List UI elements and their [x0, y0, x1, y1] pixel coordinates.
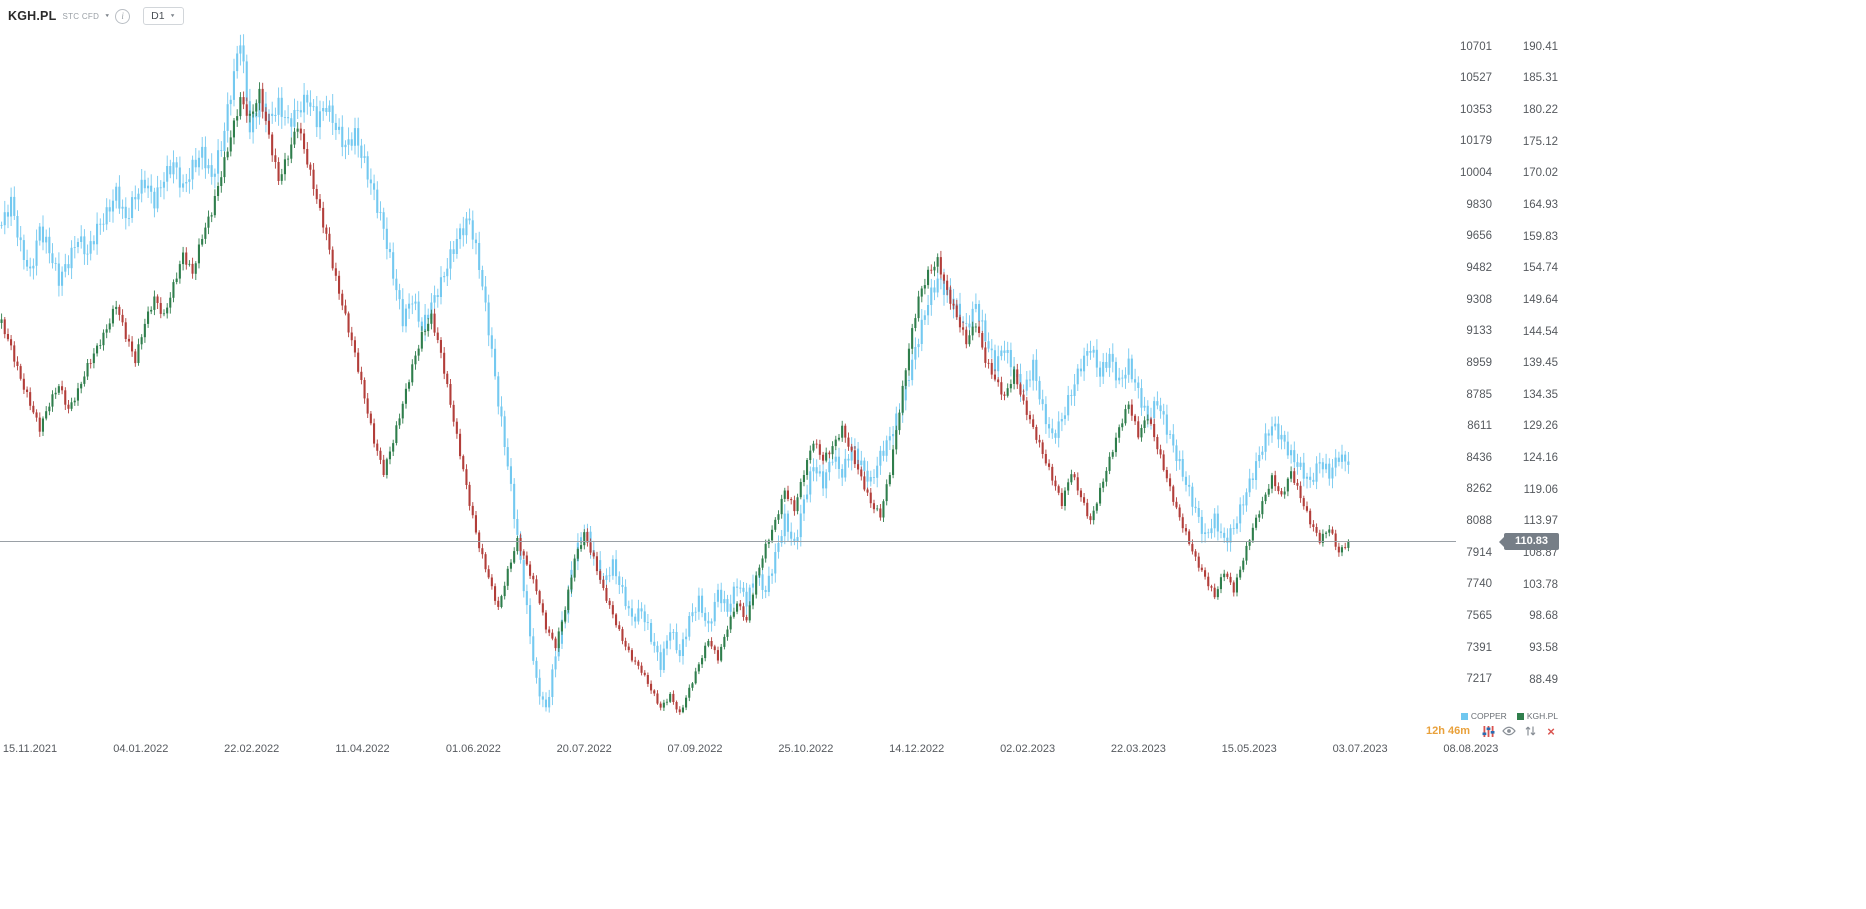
date-axis-tick: 08.08.2023: [1443, 743, 1499, 755]
date-axis-tick: 07.09.2022: [667, 743, 723, 755]
timeframe-caret: ▼: [169, 13, 176, 19]
copper-axis-tick: 10353: [1460, 103, 1492, 116]
date-axis-tick: 01.06.2022: [445, 743, 501, 755]
copper-axis-tick: 9830: [1466, 198, 1492, 211]
date-axis-tick: 15.11.2021: [2, 743, 58, 755]
copper-axis-tick: 10701: [1460, 40, 1492, 53]
date-axis-tick: 11.04.2022: [335, 743, 390, 755]
candles-chart[interactable]: [0, 0, 1456, 740]
kghpl-axis-tick: 124.16: [1522, 452, 1558, 465]
kghpl-axis-tick: 185.31: [1522, 72, 1558, 85]
copper-axis-tick: 9482: [1466, 261, 1492, 274]
kghpl-legend-label: KGH.PL: [1526, 711, 1558, 721]
symbol-dropdown-caret[interactable]: ▼: [104, 13, 111, 19]
copper-axis-tick: 7565: [1466, 610, 1492, 622]
timeframe-value: D1: [151, 10, 165, 22]
kghpl-axis-tick: 113.97: [1523, 515, 1558, 528]
kghpl-axis-tick: 175.12: [1522, 135, 1558, 148]
date-axis-tick: 15.05.2023: [1221, 743, 1277, 755]
current-price-badge: 110.83: [1499, 532, 1559, 550]
kghpl-axis-tick: 144.54: [1522, 325, 1558, 338]
copper-price-axis[interactable]: 10701 10527 10353 10179 10004 9830 9656 9482 930…: [1456, 0, 1494, 740]
date-axis-tick: 14.12.2022: [889, 743, 945, 755]
date-axis-tick: 20.07.2022: [556, 743, 612, 755]
info-icon[interactable]: i: [115, 8, 131, 24]
sort-arrows-icon[interactable]: [1523, 724, 1537, 738]
kghpl-axis-tick: 159.83: [1522, 230, 1558, 243]
copper-axis-tick: 7217: [1466, 673, 1492, 686]
copper-axis-tick: 10527: [1460, 72, 1492, 85]
kghpl-axis-tick: 180.22: [1522, 103, 1558, 116]
legend-copper[interactable]: COPPER: [1460, 711, 1507, 721]
copper-legend-label: COPPER: [1470, 711, 1507, 721]
sliders-icon[interactable]: [1481, 724, 1495, 738]
copper-axis-tick: 7914: [1466, 546, 1492, 559]
copper-axis-tick: 9133: [1466, 325, 1492, 338]
kghpl-axis-tick: 170.02: [1522, 167, 1558, 180]
copper-axis-tick: 8262: [1466, 483, 1492, 496]
current-price-line[interactable]: [0, 541, 1456, 543]
chart-tools: 12h 46m ×: [1360, 724, 1558, 738]
kghpl-axis-tick: 119.06: [1523, 483, 1558, 496]
symbol-name[interactable]: KGH.PL: [8, 9, 57, 23]
close-icon[interactable]: ×: [1547, 723, 1555, 739]
copper-legend-swatch: [1460, 713, 1468, 720]
copper-axis-tick: 8785: [1466, 388, 1492, 401]
date-axis-tick: 22.02.2022: [224, 743, 280, 755]
kghpl-axis-tick: 139.45: [1522, 357, 1558, 370]
eye-icon[interactable]: [1502, 724, 1516, 738]
date-axis-tick: 03.07.2023: [1332, 743, 1388, 755]
kghpl-axis-tick: 164.93: [1522, 198, 1558, 211]
kghpl-axis-tick: 108.87: [1522, 547, 1558, 560]
copper-axis-tick: 9308: [1466, 293, 1492, 306]
kghpl-axis-tick: 149.64: [1522, 293, 1558, 306]
kghpl-axis-tick: 129.26: [1522, 420, 1558, 433]
copper-axis-tick: 8611: [1467, 420, 1492, 433]
kghpl-axis-tick: 154.74: [1522, 262, 1558, 275]
date-axis-tick: 22.03.2023: [1110, 743, 1166, 755]
copper-axis-tick: 8959: [1466, 356, 1492, 369]
copper-axis-tick: 9656: [1466, 230, 1492, 243]
kghpl-axis-tick: 134.35: [1522, 388, 1558, 401]
copper-axis-tick: 8088: [1466, 515, 1492, 527]
date-axis[interactable]: 15.11.2021 04.01.2022 22.02.2022 11.04.2022…: [0, 740, 1560, 760]
kghpl-axis-tick: 190.41: [1522, 40, 1558, 53]
kghpl-axis-tick: 88.49: [1529, 673, 1558, 686]
legend-kghpl[interactable]: KGH.PL: [1516, 711, 1558, 721]
instrument-type-label: STC CFD: [62, 11, 100, 21]
date-axis-tick: 04.01.2022: [113, 743, 169, 755]
timeframe-selector[interactable]: D1 ▼: [143, 7, 184, 25]
kghpl-axis-tick: 93.58: [1529, 642, 1558, 654]
copper-axis-tick: 8436: [1466, 451, 1492, 464]
kghpl-axis-tick: 98.68: [1529, 610, 1558, 623]
copper-axis-tick: 10004: [1460, 167, 1492, 180]
instrument-header: KGH.PL STC CFD ▼ i D1 ▼: [8, 7, 184, 25]
series-legend: COPPER KGH.PL: [1380, 711, 1558, 721]
kghpl-price-axis[interactable]: 190.41 185.31 180.22 175.12 170.02 164.93 159.…: [1518, 0, 1560, 740]
copper-axis-tick: 7740: [1466, 578, 1492, 591]
kghpl-legend-swatch: [1516, 713, 1524, 720]
copper-axis-tick: 7391: [1466, 641, 1492, 654]
copper-axis-tick: 10179: [1460, 135, 1492, 148]
date-axis-tick: 25.10.2022: [778, 743, 834, 755]
kghpl-axis-tick: 103.78: [1522, 578, 1558, 591]
session-countdown: 12h 46m: [1425, 725, 1470, 737]
date-axis-tick: 02.02.2023: [1000, 743, 1056, 755]
